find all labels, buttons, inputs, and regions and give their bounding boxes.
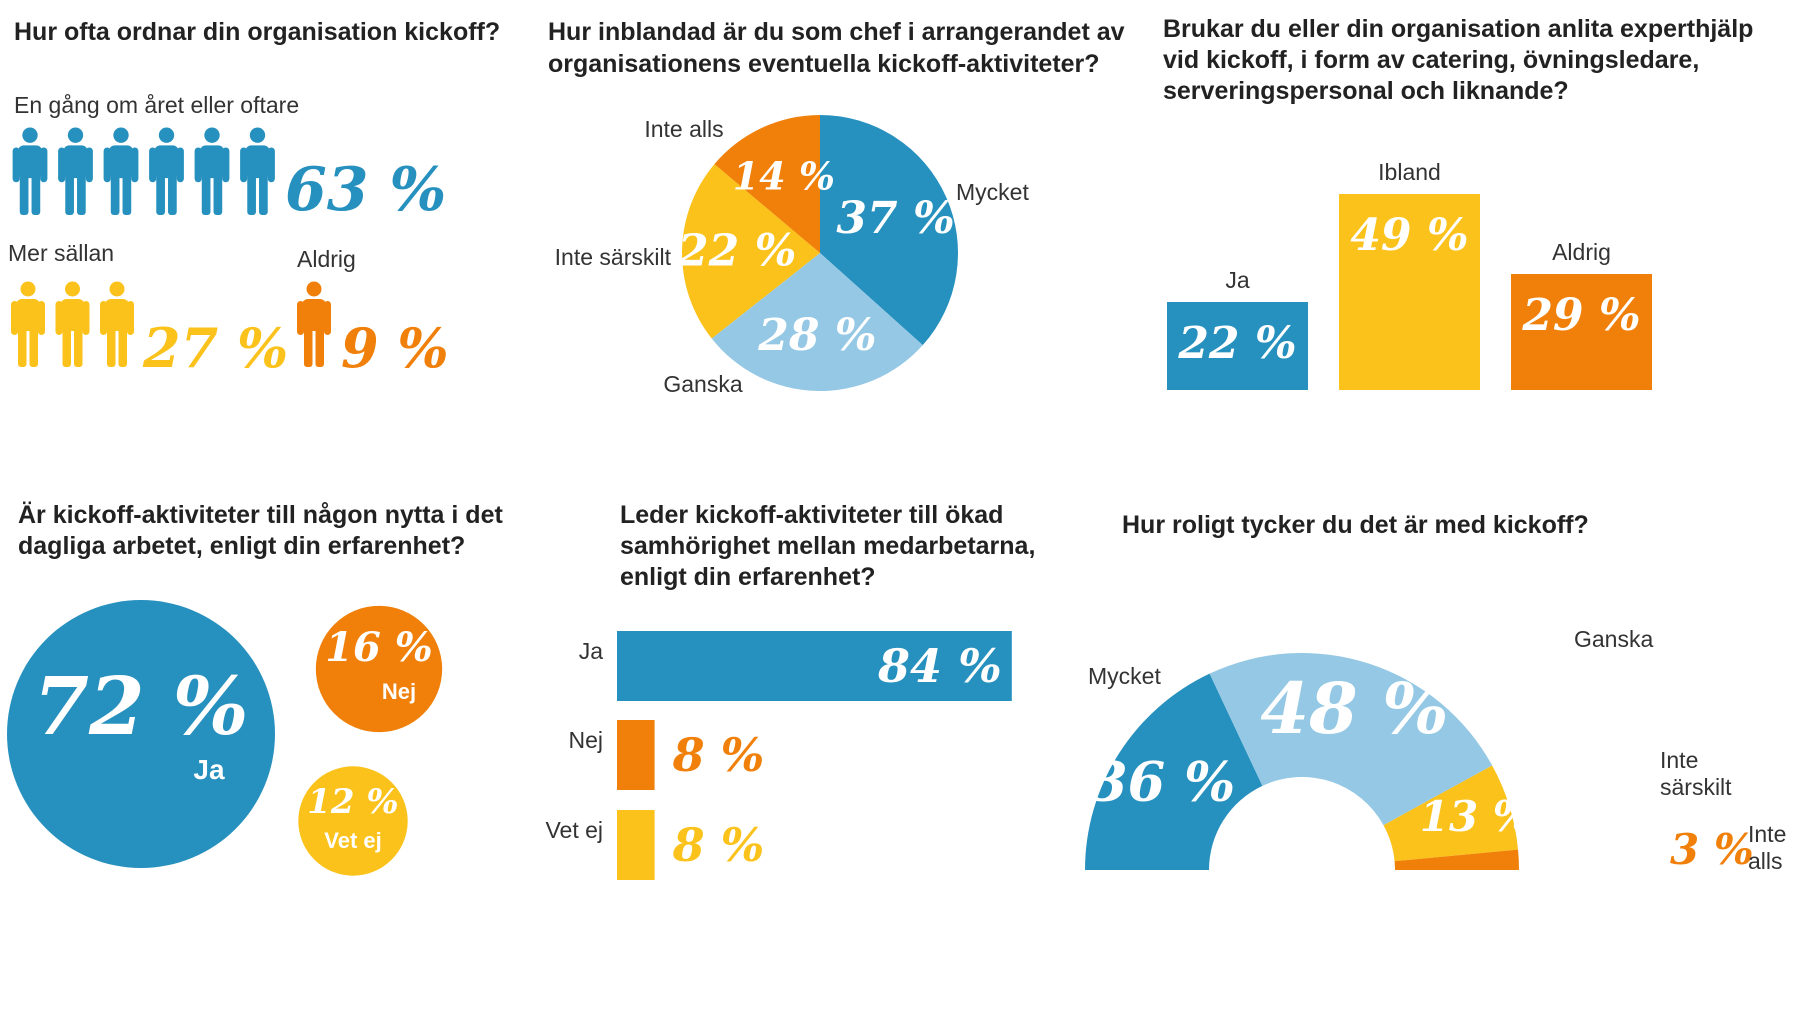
bubble-value-label: 72 % [33, 659, 248, 753]
bubble-category-label: Nej [382, 679, 416, 704]
bar [617, 631, 1012, 701]
person-icon [12, 127, 48, 215]
bar-value-label: 49 % [1350, 210, 1468, 261]
segment-category-label: Inte alls [1748, 821, 1786, 874]
pie-slice [711, 253, 923, 391]
pie-slice [820, 115, 958, 346]
bubbles: 72 %Ja 16 % Nej 12 % Vet ej [7, 600, 443, 876]
bar-value-label: 8 % [672, 818, 765, 872]
title-line: organisationens eventuella kickoff-aktiv… [548, 50, 1100, 78]
slice-value-label: 22 % [677, 226, 796, 277]
person-icon [240, 127, 275, 215]
category-label: Ibland [1378, 159, 1441, 185]
pie: 37 % 28 % 22 % 14 % [677, 115, 958, 391]
data-label: 63 % [285, 155, 446, 225]
title-line: Leder kickoff-aktiviteter till ökad [620, 501, 1003, 529]
chart-title: Är kickoff-aktiviteter till någon nytta … [18, 501, 510, 560]
chart-daily-usefulness: Är kickoff-aktiviteter till någon nytta … [7, 501, 510, 876]
slice-value-label: 28 % [757, 310, 876, 361]
title-line: vid kickoff, i form av catering, övnings… [1163, 46, 1699, 74]
chart-cohesion: Leder kickoff-aktiviteter till ökad samh… [545, 501, 1042, 880]
category-label: Mer sällan [8, 240, 114, 266]
segment-category-label: Inte särskilt [1660, 747, 1732, 800]
chart-title: Hur roligt tycker du det är med kickoff? [1122, 511, 1589, 539]
chart-title: Leder kickoff-aktiviteter till ökad samh… [620, 501, 1042, 591]
bar-value-label: 8 % [672, 728, 765, 782]
segment-category-label: Ganska [1574, 626, 1653, 652]
segment-value-label: 13 % [1420, 792, 1533, 841]
pie-slice [714, 115, 820, 253]
bar-value-label: 84 % [877, 639, 1002, 693]
segment-value-label: 3 % [1670, 825, 1754, 874]
donut-segment [1085, 673, 1263, 870]
bubble-category-label: Vet ej [324, 828, 381, 853]
slice-value-label: 37 % [836, 193, 954, 244]
slice-category-label: Ganska [663, 371, 742, 397]
bar [1167, 302, 1308, 390]
person-icon [297, 281, 331, 367]
data-label: 9 % [341, 316, 449, 380]
pictogram-row [297, 281, 331, 367]
segment-category-label: Mycket [1088, 663, 1161, 689]
chart-title: Hur inblandad är du som chef i arrangera… [548, 18, 1131, 78]
title-line: serveringspersonal och liknande? [1163, 77, 1569, 105]
donut-segment [1394, 849, 1519, 870]
segment-value-label: 48 % [1260, 667, 1448, 750]
half-donut: 36 % Mycket 48 % Ganska 13 % Inte särskilt 3 %I… [1085, 626, 1786, 874]
pie-slice [682, 164, 820, 339]
person-icon [194, 127, 230, 215]
person-icon [55, 281, 90, 367]
bar [1339, 194, 1480, 390]
chart-manager-involvement: Hur inblandad är du som chef i arrangera… [548, 18, 1131, 397]
bars: Ja 22 % Ibland 49 % Aldrig 29 % [1167, 159, 1652, 390]
bubble [315, 605, 443, 733]
bubble [298, 766, 408, 876]
title-line: Brukar du eller din organisation anlita … [1163, 15, 1753, 43]
chart-expert-help: Brukar du eller din organisation anlita … [1163, 15, 1760, 390]
title-line: Hur inblandad är du som chef i arrangera… [548, 18, 1125, 46]
bar [1511, 274, 1652, 390]
bars: Ja 84 % Nej 8 % Vet ej 8 % [545, 631, 1012, 880]
slice-category-label: Inte alls [644, 116, 723, 142]
bubble [7, 600, 275, 868]
slice-category-label: Inte särskilt [555, 244, 672, 270]
segment-value-label: 36 % [1090, 750, 1235, 814]
person-icon [103, 127, 139, 215]
donut-segment [1383, 765, 1519, 862]
category-label: Aldrig [297, 246, 356, 272]
bar-value-label: 22 % [1177, 318, 1296, 369]
person-icon [100, 281, 134, 367]
data-label: 27 % [142, 316, 288, 380]
pie-labels: Mycket Ganska Inte särskilt Inte alls [555, 116, 1030, 397]
title-line: Är kickoff-aktiviteter till någon nytta … [18, 501, 503, 529]
chart-title: Brukar du eller din organisation anlita … [1163, 15, 1760, 105]
category-label: Ja [1225, 267, 1250, 293]
slice-value-label: 14 % [733, 153, 835, 198]
title-line: samhörighet mellan medarbetarna, [620, 532, 1035, 560]
person-icon [58, 127, 93, 215]
bar-value-label: 29 % [1521, 290, 1640, 341]
chart-title: Hur ofta ordnar din organisation kickoff… [14, 18, 500, 46]
category-label: Aldrig [1552, 239, 1611, 265]
pictogram-row [11, 281, 134, 367]
person-icon [11, 281, 45, 367]
chart-fun: Hur roligt tycker du det är med kickoff?… [1085, 511, 1786, 874]
category-label: Vet ej [545, 817, 603, 843]
category-label: En gång om året eller oftare [14, 92, 299, 118]
category-label: Nej [568, 727, 603, 753]
pictogram-row [12, 127, 275, 215]
donut-segment [1209, 653, 1493, 826]
category-label: Ja [579, 638, 604, 664]
slice-category-label: Mycket [956, 179, 1029, 205]
bubble-category-label: Ja [193, 754, 225, 785]
bar [617, 720, 655, 790]
title-line: dagliga arbetet, enligt din erfarenhet? [18, 532, 465, 560]
chart-kickoff-frequency: Hur ofta ordnar din organisation kickoff… [8, 18, 500, 380]
title-line: enligt din erfarenhet? [620, 563, 876, 591]
bar [617, 810, 655, 880]
bubble-value-label: 16 % [325, 624, 433, 671]
bubble-value-label: 12 % [307, 782, 398, 822]
person-icon [149, 127, 184, 215]
